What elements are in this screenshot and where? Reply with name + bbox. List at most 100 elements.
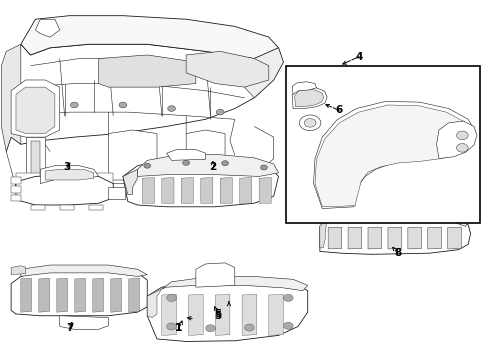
Polygon shape <box>326 208 466 226</box>
Polygon shape <box>89 205 103 210</box>
Text: 4: 4 <box>354 52 362 62</box>
Polygon shape <box>239 177 251 203</box>
Circle shape <box>166 323 176 330</box>
Polygon shape <box>268 294 283 336</box>
Polygon shape <box>39 278 49 312</box>
Polygon shape <box>427 227 441 249</box>
Polygon shape <box>122 158 278 207</box>
Circle shape <box>283 322 292 329</box>
Text: 3: 3 <box>63 162 70 172</box>
Polygon shape <box>201 177 212 203</box>
Polygon shape <box>108 130 157 180</box>
Circle shape <box>205 325 215 332</box>
Circle shape <box>216 109 224 115</box>
Polygon shape <box>220 177 232 203</box>
Polygon shape <box>147 280 307 342</box>
Polygon shape <box>11 186 21 193</box>
Polygon shape <box>436 121 476 158</box>
Polygon shape <box>122 169 137 194</box>
Polygon shape <box>319 211 469 254</box>
Polygon shape <box>259 177 271 203</box>
Circle shape <box>299 115 320 131</box>
Polygon shape <box>89 173 113 187</box>
Bar <box>285 66 479 223</box>
Polygon shape <box>188 294 203 336</box>
Polygon shape <box>242 294 256 336</box>
Polygon shape <box>11 269 147 316</box>
Polygon shape <box>313 102 474 208</box>
Text: 8: 8 <box>393 248 401 258</box>
Polygon shape <box>387 227 401 249</box>
Polygon shape <box>367 227 381 249</box>
Polygon shape <box>30 141 40 176</box>
Polygon shape <box>127 173 152 187</box>
Polygon shape <box>21 265 147 276</box>
Circle shape <box>456 131 467 140</box>
Polygon shape <box>447 227 460 249</box>
Polygon shape <box>291 82 316 94</box>
Polygon shape <box>407 227 421 249</box>
Polygon shape <box>162 177 174 203</box>
Circle shape <box>221 161 228 166</box>
Polygon shape <box>50 173 74 187</box>
Text: 5: 5 <box>214 309 221 319</box>
Polygon shape <box>186 130 224 180</box>
Polygon shape <box>108 187 125 199</box>
Polygon shape <box>319 219 326 248</box>
Text: 6: 6 <box>335 105 342 115</box>
Circle shape <box>283 294 292 301</box>
Polygon shape <box>111 278 121 312</box>
Circle shape <box>456 144 467 152</box>
Polygon shape <box>45 169 94 180</box>
Polygon shape <box>244 48 283 98</box>
Polygon shape <box>347 227 361 249</box>
Polygon shape <box>327 227 341 249</box>
Polygon shape <box>314 105 469 207</box>
Polygon shape <box>142 177 154 203</box>
Polygon shape <box>181 177 193 203</box>
Circle shape <box>183 160 189 165</box>
Circle shape <box>260 165 267 170</box>
Circle shape <box>70 102 78 108</box>
Polygon shape <box>162 276 307 291</box>
Circle shape <box>244 324 254 331</box>
Polygon shape <box>166 173 191 187</box>
Circle shape <box>119 102 126 108</box>
Polygon shape <box>60 205 74 210</box>
Polygon shape <box>30 205 45 210</box>
Polygon shape <box>99 55 196 87</box>
Polygon shape <box>128 278 139 312</box>
Polygon shape <box>11 195 21 202</box>
Polygon shape <box>1 44 21 152</box>
Polygon shape <box>21 278 31 312</box>
Text: 7: 7 <box>66 323 73 333</box>
Polygon shape <box>166 150 205 160</box>
Polygon shape <box>75 278 85 312</box>
Polygon shape <box>16 173 40 187</box>
Circle shape <box>166 294 176 301</box>
Polygon shape <box>16 87 55 134</box>
Polygon shape <box>11 177 21 184</box>
Circle shape <box>304 118 315 127</box>
Polygon shape <box>196 263 234 287</box>
Text: 1: 1 <box>175 323 182 333</box>
Polygon shape <box>137 154 278 176</box>
Polygon shape <box>16 175 113 205</box>
Polygon shape <box>215 294 229 336</box>
Polygon shape <box>11 266 26 275</box>
Polygon shape <box>186 51 268 87</box>
Polygon shape <box>40 166 99 184</box>
Polygon shape <box>26 137 45 180</box>
Polygon shape <box>162 294 176 336</box>
Circle shape <box>143 163 150 168</box>
Polygon shape <box>205 173 229 187</box>
Polygon shape <box>11 80 60 137</box>
Polygon shape <box>35 19 60 37</box>
Polygon shape <box>21 16 278 59</box>
Polygon shape <box>291 87 326 109</box>
Polygon shape <box>294 89 323 107</box>
Polygon shape <box>60 316 108 329</box>
Polygon shape <box>147 289 162 318</box>
Polygon shape <box>57 278 67 312</box>
Polygon shape <box>6 44 283 152</box>
